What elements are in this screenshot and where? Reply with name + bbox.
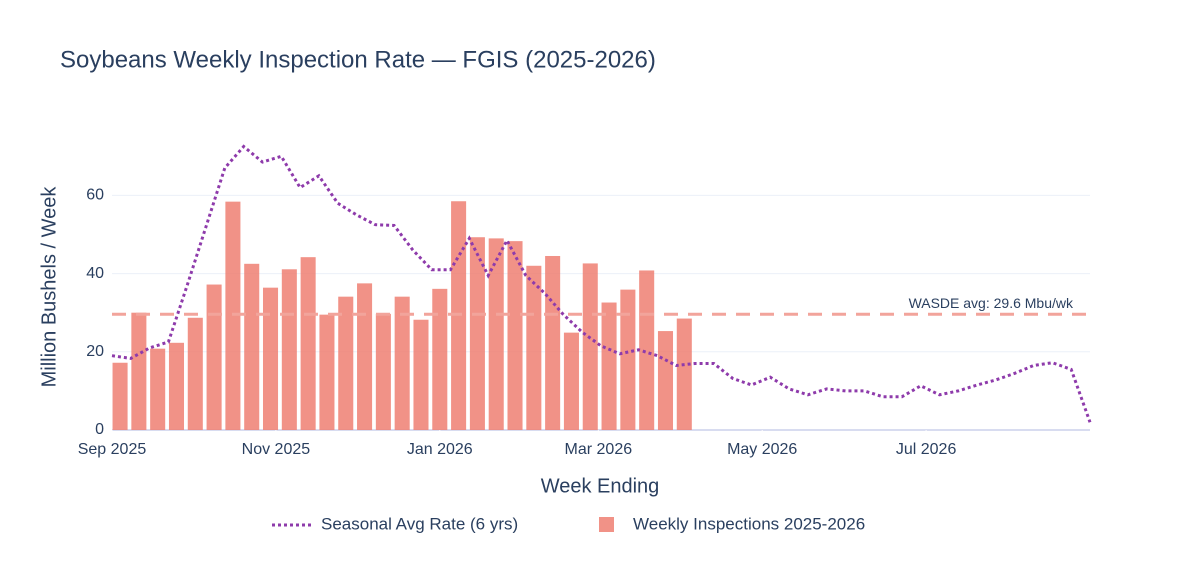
x-tick-label: Sep 2025 [78, 441, 147, 458]
x-tick-label: Jan 2026 [407, 441, 473, 458]
legend-label: Weekly Inspections 2025-2026 [633, 514, 865, 533]
bar [639, 270, 655, 430]
bar [187, 317, 203, 430]
x-tick-label: Jul 2026 [896, 441, 957, 458]
y-tick-label: 20 [86, 343, 104, 360]
y-axis-title: Million Bushels / Week [38, 186, 60, 388]
y-tick-label: 60 [86, 187, 104, 204]
bar [375, 313, 391, 430]
bar [488, 238, 504, 430]
x-tick-label: May 2026 [727, 441, 797, 458]
bar [601, 302, 617, 430]
bar [112, 362, 128, 430]
y-tick-label: 40 [86, 265, 104, 282]
bar [319, 314, 335, 430]
legend-item: Seasonal Avg Rate (6 yrs) [272, 514, 518, 533]
bar [413, 319, 429, 430]
reference-label: WASDE avg: 29.6 Mbu/wk [909, 295, 1074, 311]
legend-item: Weekly Inspections 2025-2026 [599, 514, 865, 533]
bar [300, 257, 316, 430]
bar [281, 269, 297, 430]
y-tick-label: 0 [95, 421, 104, 438]
bar [150, 348, 166, 430]
bar [225, 201, 241, 430]
bar [507, 241, 523, 430]
bar [545, 255, 561, 430]
chart-title: Soybeans Weekly Inspection Rate — FGIS (… [60, 46, 656, 73]
bar [432, 288, 448, 430]
bar [338, 296, 354, 430]
x-tick-label: Nov 2025 [242, 441, 311, 458]
bar [244, 263, 260, 430]
bar [582, 263, 598, 430]
bar [262, 287, 279, 430]
bar [206, 284, 222, 430]
legend-swatch [599, 517, 614, 532]
bar [620, 289, 636, 430]
legend-label: Seasonal Avg Rate (6 yrs) [321, 514, 518, 533]
bar [394, 296, 410, 430]
bar [657, 331, 674, 430]
x-tick-label: Mar 2026 [565, 441, 633, 458]
bar [131, 312, 147, 430]
bar [526, 265, 542, 430]
bar [469, 237, 485, 430]
x-axis-title: Week Ending [541, 475, 660, 497]
bar [357, 283, 373, 430]
bar [168, 342, 185, 430]
bar [563, 332, 579, 430]
bar [676, 318, 692, 430]
